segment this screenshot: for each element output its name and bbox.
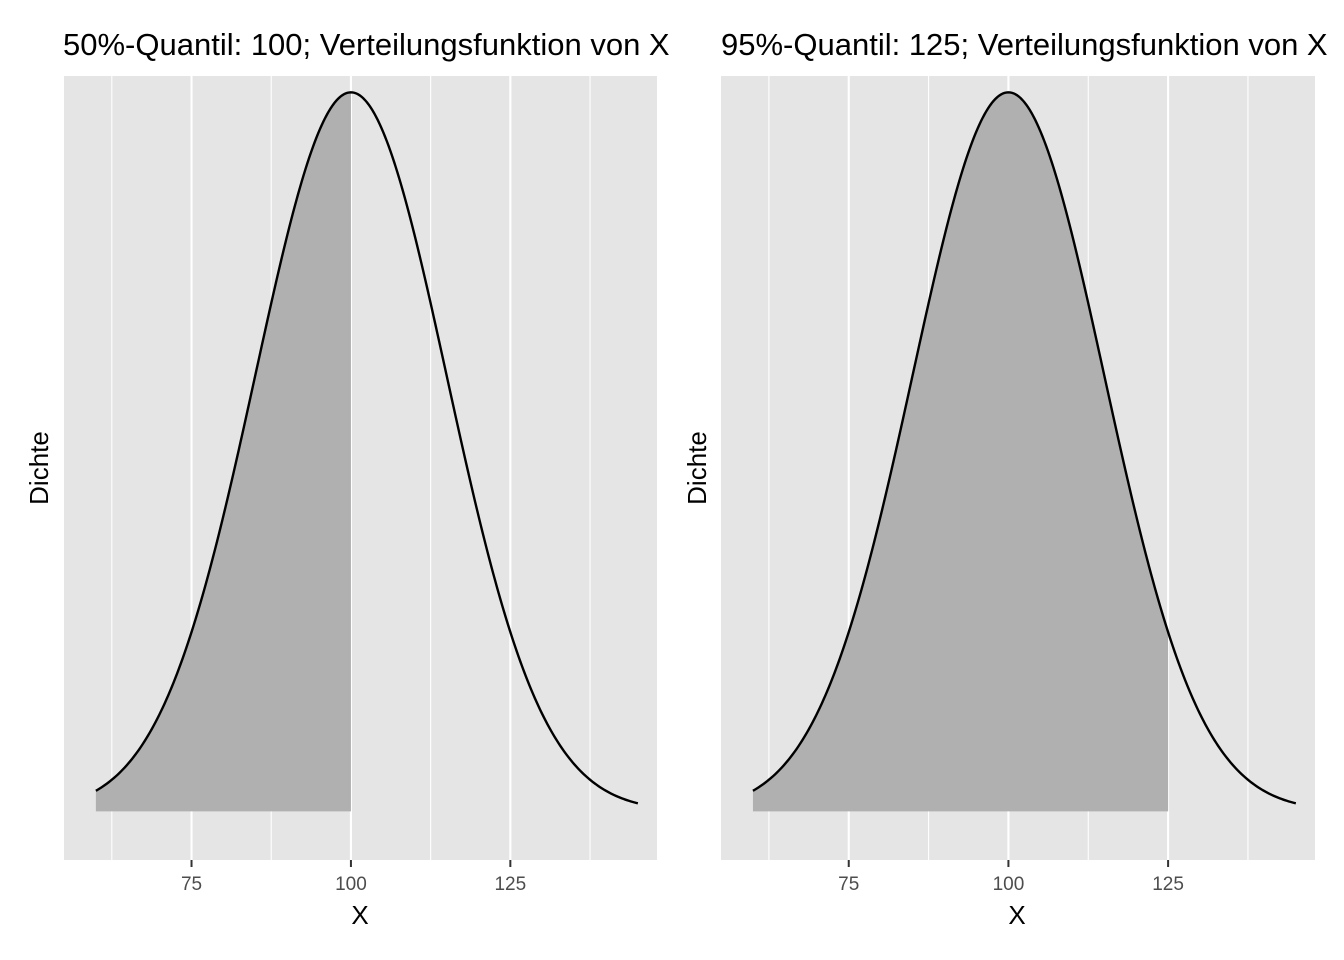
density-curve-left [95, 91, 639, 805]
x-axis-title-left: X [351, 900, 368, 930]
x-axis-ticks-left: 75 100 125 [181, 860, 526, 895]
chart-title-right: 95%-Quantil: 125; Verteilungsfunktion vo… [721, 27, 1328, 62]
shaded-area-right [752, 92, 1169, 812]
x-tick-label: 100 [993, 874, 1025, 895]
x-tick-label: 125 [1152, 874, 1184, 895]
x-tick-label: 75 [838, 874, 859, 895]
x-tick-label: 75 [181, 874, 202, 895]
chart-title-left: 50%-Quantil: 100; Verteilungsfunktion vo… [63, 27, 670, 62]
shaded-area-left [95, 92, 351, 812]
y-axis-title-left: Dichte [24, 431, 54, 505]
x-tick-label: 125 [494, 874, 526, 895]
facet-panel-left: 50%-Quantil: 100; Verteilungsfunktion vo… [24, 27, 670, 930]
density-curve-right [752, 91, 1297, 805]
y-axis-title-right: Dichte [682, 431, 712, 505]
x-axis-title-right: X [1008, 900, 1025, 930]
x-axis-ticks-right: 75 100 125 [838, 860, 1184, 895]
facet-panel-right: 95%-Quantil: 125; Verteilungsfunktion vo… [682, 27, 1328, 930]
x-tick-label: 100 [335, 874, 367, 895]
